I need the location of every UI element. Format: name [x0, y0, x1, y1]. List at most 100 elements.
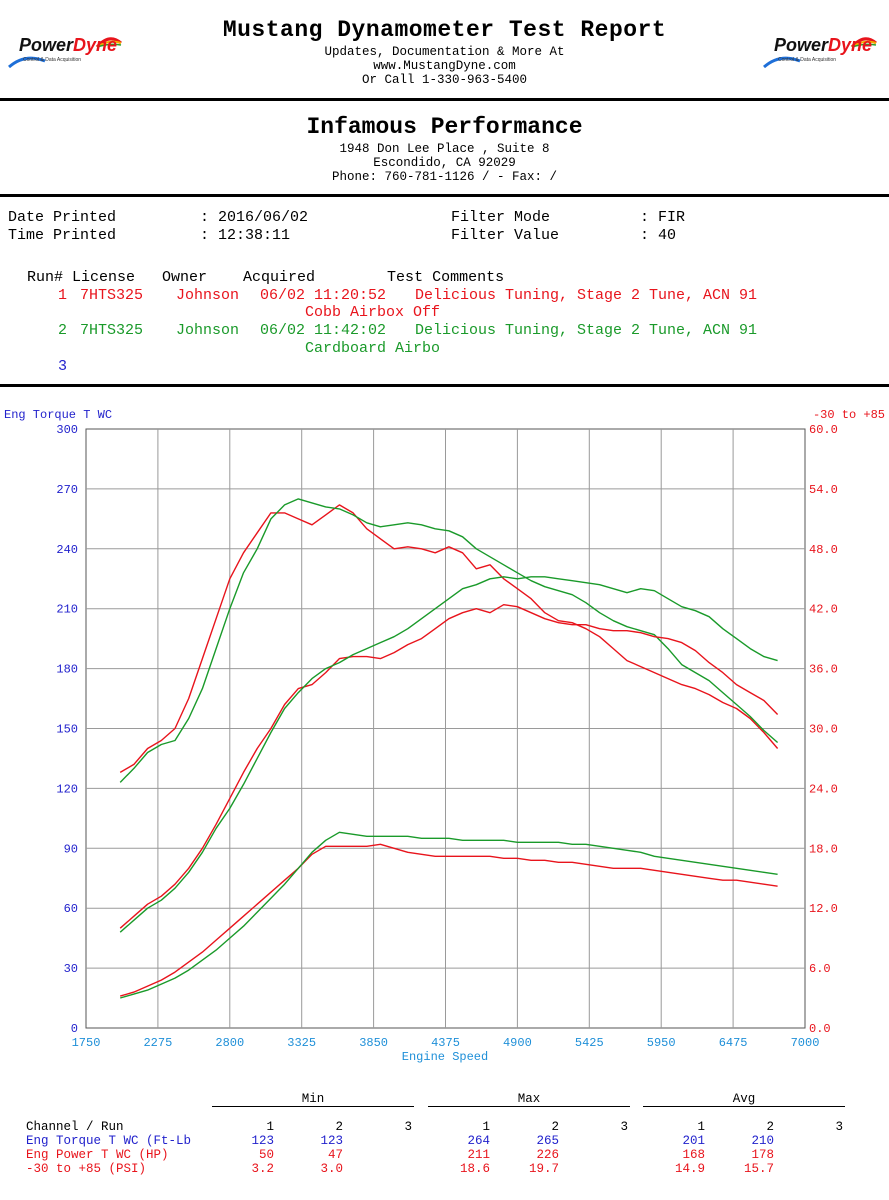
y-axis-right-label: -30 to +85	[813, 408, 885, 422]
divider	[0, 384, 889, 387]
shop-address2: Escondido, CA 92029	[373, 156, 516, 170]
filter-mode-label: Filter Mode	[451, 209, 551, 226]
run-num: 3	[58, 358, 68, 375]
runs-header: Run# License Owner Acquired Test Comment…	[27, 269, 505, 286]
series-line-run-2	[119, 576, 778, 933]
stats-run-label: 1	[482, 1120, 490, 1134]
logo-left: PowerDyne Control & Data Acquisition	[5, 25, 125, 75]
series-line-run-1	[119, 603, 779, 929]
stats-row-label: -30 to +85 (PSI)	[26, 1162, 147, 1176]
y-left-tick-label: 120	[56, 782, 78, 796]
logo-right-tagline: Control & Data Acquisition	[778, 57, 837, 63]
chart-series	[119, 498, 779, 999]
filter-value-value: : 40	[640, 227, 677, 244]
y-left-tick-label: 90	[64, 842, 78, 856]
run-acquired: 06/02 11:20:52	[260, 287, 387, 304]
stats-cell: 178	[751, 1148, 774, 1162]
date-printed-label: Date Printed	[8, 209, 117, 226]
shop-name: Infamous Performance	[306, 114, 583, 140]
y-left-tick-label: 0	[71, 1022, 78, 1036]
stats-run-label: 3	[835, 1120, 843, 1134]
y-right-tick-label: 36.0	[809, 663, 838, 677]
x-tick-label: 5950	[647, 1036, 676, 1050]
y-left-tick-label: 300	[56, 423, 78, 437]
y-right-tick-label: 60.0	[809, 423, 838, 437]
stats-run-label: 3	[404, 1120, 412, 1134]
x-axis-label: Engine Speed	[402, 1050, 488, 1064]
y-right-tick-label: 18.0	[809, 842, 838, 856]
report-title: Mustang Dynamometer Test Report	[222, 17, 667, 43]
y-left-tick-label: 180	[56, 663, 78, 677]
y-right-tick-label: 6.0	[809, 962, 831, 976]
run-license: 7HTS325	[80, 322, 144, 339]
logo-right-text: PowerDyne	[774, 35, 873, 55]
stats-cell: 50	[258, 1148, 274, 1162]
header-line3: Or Call 1-330-963-5400	[361, 73, 528, 87]
run-num: 2	[58, 322, 68, 339]
y-right-tick-label: 42.0	[809, 603, 838, 617]
stats-group-underline	[428, 1106, 630, 1107]
divider	[0, 194, 889, 197]
series-line-run-2	[120, 831, 778, 999]
y-left-tick-label: 240	[56, 543, 78, 557]
y-left-tick-label: 30	[64, 962, 78, 976]
chart-grid	[85, 428, 806, 1029]
x-tick-label: 4900	[503, 1036, 532, 1050]
run-comment-cont: Cardboard Airbo	[305, 340, 441, 357]
x-tick-label: 5425	[575, 1036, 604, 1050]
x-tick-label: 1750	[72, 1036, 101, 1050]
x-tick-label: 2800	[215, 1036, 244, 1050]
stats-cell: 19.7	[528, 1162, 559, 1176]
series-line-run-2	[119, 498, 779, 783]
stats-run-label: 1	[266, 1120, 274, 1134]
stats-cell: 47	[327, 1148, 343, 1162]
run-comment: Delicious Tuning, Stage 2 Tune, ACN 91	[415, 287, 758, 304]
stats-cell: 123	[320, 1134, 343, 1148]
run-comment: Delicious Tuning, Stage 2 Tune, ACN 91	[415, 322, 758, 339]
stats-run-label: 2	[766, 1120, 774, 1134]
shop-address1: 1948 Don Lee Place , Suite 8	[339, 142, 550, 156]
run-owner: Johnson	[176, 322, 240, 339]
x-tick-label: 3325	[287, 1036, 316, 1050]
y-right-tick-label: 54.0	[809, 483, 838, 497]
y-axis-left-label: Eng Torque T WC	[4, 408, 112, 422]
y-left-tick-label: 150	[56, 723, 78, 737]
filter-value-label: Filter Value	[451, 227, 560, 244]
stats-cell: 168	[682, 1148, 705, 1162]
stats-cell: 123	[251, 1134, 274, 1148]
series-line-run-1	[120, 843, 778, 997]
stats-cell: 18.6	[459, 1162, 490, 1176]
stats-cell: 14.9	[674, 1162, 705, 1176]
dyno-chart: Eng Torque T WC -30 to +85 Engine Speed …	[4, 408, 885, 1064]
x-tick-label: 6475	[719, 1036, 748, 1050]
stats-group-max: Max	[517, 1092, 541, 1106]
x-tick-label: 4375	[431, 1036, 460, 1050]
stats-group-underline	[212, 1106, 414, 1107]
time-printed-value: : 12:38:11	[200, 227, 291, 244]
run-owner: Johnson	[176, 287, 240, 304]
shop-phone: Phone: 760-781-1126 / - Fax: /	[331, 170, 558, 184]
date-printed-value: : 2016/06/02	[200, 209, 309, 226]
header-line1: Updates, Documentation & More At	[324, 45, 565, 59]
x-tick-label: 2275	[143, 1036, 172, 1050]
stats-group-underline	[643, 1106, 845, 1107]
y-right-tick-label: 0.0	[809, 1022, 831, 1036]
stats-run-label: 2	[551, 1120, 559, 1134]
stats-cell: 3.2	[251, 1162, 274, 1176]
stats-cell: 201	[682, 1134, 705, 1148]
stats-cell: 226	[536, 1148, 559, 1162]
stats-cell: 211	[467, 1148, 490, 1162]
divider	[0, 98, 889, 101]
stats-row-label: Eng Torque T WC (Ft-Lb	[26, 1134, 192, 1148]
logo-left-text: PowerDyne	[19, 35, 118, 55]
y-left-tick-label: 270	[56, 483, 78, 497]
stats-row-label: Eng Power T WC (HP)	[26, 1148, 169, 1162]
x-tick-label: 7000	[791, 1036, 820, 1050]
y-right-tick-label: 48.0	[809, 543, 838, 557]
run-acquired: 06/02 11:42:02	[260, 322, 387, 339]
y-right-tick-label: 30.0	[809, 723, 838, 737]
stats-cell: 264	[467, 1134, 490, 1148]
stats-cell: 265	[536, 1134, 559, 1148]
y-right-tick-label: 12.0	[809, 902, 838, 916]
filter-mode-value: : FIR	[640, 209, 686, 226]
